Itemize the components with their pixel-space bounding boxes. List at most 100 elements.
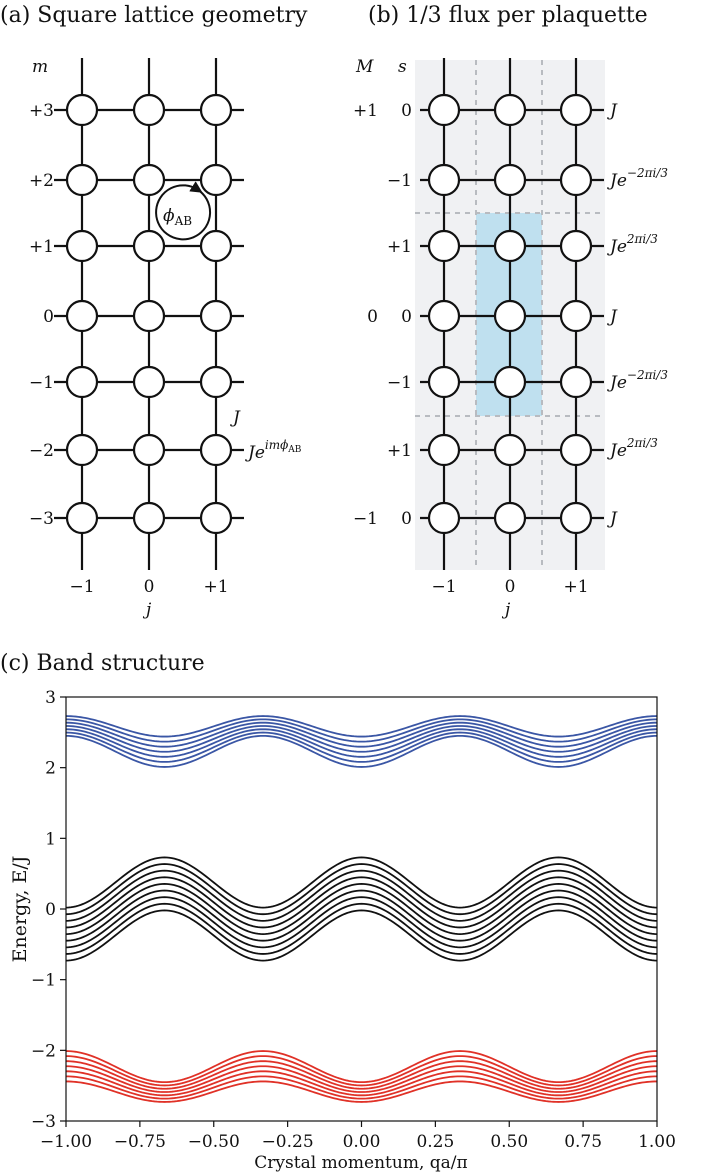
a-site-2-1 [132,229,166,263]
b-site-0-1 [493,93,527,127]
a-site-6-2 [199,501,233,535]
a-site-4-2 [199,365,233,399]
y-axis-label: Energy, E/J [9,856,31,963]
b-site-6-1 [493,501,527,535]
band-line-0-6 [66,734,657,768]
b-site-1-2 [559,163,593,197]
a-site-1-0 [65,163,99,197]
band-line-1-7 [66,902,657,955]
band-line-1-3 [66,876,657,929]
lattice-b [420,58,604,570]
m-tick-label: +2 [29,171,54,191]
y-tick-label: −2 [31,1041,56,1061]
band-line-1-2 [66,869,657,922]
y-tick-label: 2 [45,759,56,779]
y-tick-label: 3 [45,688,56,708]
a-site-5-0 [65,433,99,467]
x-axis-label: Crystal momentum, qa/π [254,1153,467,1173]
M-value-label: −1 [353,509,378,529]
m-axis-label: m [32,57,48,77]
row-hopping-label: Je2πi/3 [607,436,658,461]
band-line-2-2 [66,1060,657,1090]
j-tick-label-a: 0 [144,577,155,597]
a-site-6-1 [132,501,166,535]
a-site-6-0 [65,501,99,535]
y-tick-label: 0 [45,900,56,920]
m-tick-label: −2 [29,441,54,461]
band-lines [66,715,657,1103]
band-line-1-6 [66,896,657,949]
m-tick-label: +1 [29,237,54,257]
j-tick-label-a: +1 [203,577,228,597]
x-tick-label: 0.75 [564,1132,602,1152]
panel-a-caption: (a) Square lattice geometry [0,3,308,28]
a-site-1-2 [199,163,233,197]
j-tick-label-a: −1 [69,577,94,597]
band-line-2-5 [66,1075,657,1100]
band-line-0-5 [66,731,657,763]
band-line-2-1 [66,1055,657,1087]
x-ticks: −1.00 −0.75 −0.50 −0.25 0.00 0.25 0.50 0.75 1.00 [40,1121,676,1152]
a-site-0-1 [132,93,166,127]
M-value-label: +1 [353,101,378,121]
band-line-1-1 [66,863,657,916]
j-ticks-a: −1 0 +1 [69,577,228,597]
m-tick-label: +3 [29,101,54,121]
a-site-1-1 [132,163,166,197]
x-tick-label: 1.00 [638,1132,676,1152]
row-hopping-label: J [607,101,618,121]
flux-loop: ϕAB [155,181,211,241]
panel-c: (c) Band structure −1.00 −0.75 −0.50 −0.25 0… [0,651,676,1173]
a-site-0-2 [199,93,233,127]
b-site-2-0 [427,229,461,263]
panel-b: (b) 1/3 flux per plaquette M s +10−10−1+… [353,3,668,620]
s-value-label: −1 [387,373,412,393]
row-hopping-label: J [607,307,618,327]
band-line-1-5 [66,889,657,942]
panel-b-caption: (b) 1/3 flux per plaquette [368,3,648,28]
s-value-label: +1 [387,237,412,257]
b-site-5-1 [493,433,527,467]
a-site-0-0 [65,93,99,127]
b-site-0-2 [559,93,593,127]
x-tick-label: 0.50 [490,1132,528,1152]
s-value-label: +1 [387,441,412,461]
b-site-2-2 [559,229,593,263]
m-ticks-a: +3 +2 +1 0 −1 −2 −3 [29,101,54,529]
a-site-5-2 [199,433,233,467]
band-line-0-3 [66,725,657,753]
j-tick-label-b: +1 [563,577,588,597]
b-site-3-2 [559,299,593,333]
s-value-label: 0 [401,307,412,327]
M-axis-label: M [355,57,374,77]
a-site-4-1 [132,365,166,399]
band-line-2-3 [66,1065,657,1093]
b-site-5-0 [427,433,461,467]
y-tick-label: −1 [31,971,56,991]
a-site-2-0 [65,229,99,263]
s-value-label: 0 [401,509,412,529]
m-tick-label: −1 [29,373,54,393]
hop-label-a: J [230,408,241,428]
y-ticks: −3 −2 −1 0 1 2 3 [31,688,66,1132]
flux-label: ϕAB [163,206,192,228]
lattice-a [54,58,244,570]
a-site-3-1 [132,299,166,333]
band-line-0-2 [66,721,657,748]
x-tick-label: 0.25 [416,1132,454,1152]
band-line-1-4 [66,883,657,935]
s-value-label: 0 [401,101,412,121]
x-tick-label: −1.00 [40,1132,92,1152]
flux-circle-arrow [155,181,211,241]
b-site-4-1 [493,365,527,399]
j-ticks-b: −1 0 +1 [431,577,588,597]
row-hopping-label: Je2πi/3 [607,232,658,257]
row-hopping-label: Je−2πi/3 [607,368,668,393]
panel-c-caption: (c) Band structure [0,651,205,676]
a-site-3-2 [199,299,233,333]
b-site-6-2 [559,501,593,535]
x-tick-label: −0.50 [188,1132,240,1152]
row-labels-b: +1 0 −1 0 −1 +1 0 −1 +1 0 J Je−2πi/3 Je2πi/3 J Je−2πi/… [353,101,668,529]
